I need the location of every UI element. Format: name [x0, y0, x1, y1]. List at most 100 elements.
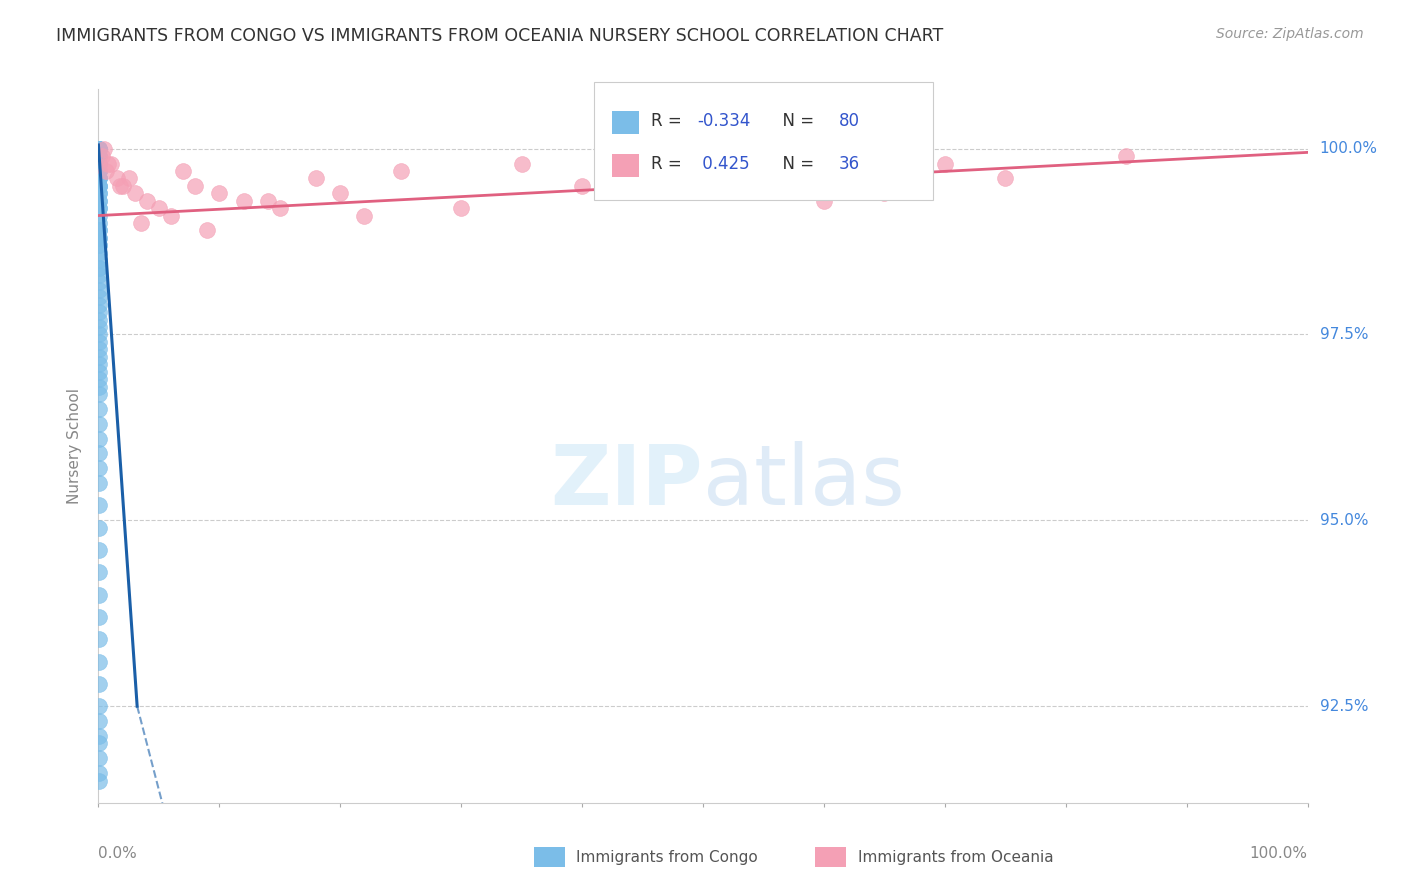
Text: 95.0%: 95.0%	[1320, 513, 1368, 528]
Point	[89, 142, 111, 156]
Point	[87, 543, 110, 558]
Point	[934, 156, 956, 170]
Point	[91, 149, 114, 163]
Point	[89, 476, 111, 491]
Point	[87, 446, 110, 460]
Point	[87, 729, 110, 743]
Point	[87, 142, 110, 156]
Point	[89, 610, 111, 624]
Point	[87, 194, 110, 208]
Point	[118, 171, 141, 186]
Point	[87, 260, 110, 275]
Text: 0.0%: 0.0%	[98, 846, 138, 861]
Point	[87, 320, 110, 334]
Point	[87, 334, 110, 349]
Point	[89, 499, 111, 513]
Point	[87, 298, 110, 312]
Point	[87, 142, 110, 156]
Bar	[612, 154, 638, 177]
Point	[160, 209, 183, 223]
Point	[108, 178, 131, 193]
Point	[87, 632, 110, 647]
Point	[105, 171, 128, 186]
Point	[89, 379, 111, 393]
Text: Source: ZipAtlas.com: Source: ZipAtlas.com	[1216, 27, 1364, 41]
Point	[89, 343, 111, 357]
Point	[89, 149, 111, 163]
Point	[510, 156, 533, 170]
Point	[87, 260, 110, 275]
Point	[100, 156, 122, 170]
Point	[87, 178, 110, 193]
Point	[692, 171, 714, 186]
Text: 100.0%: 100.0%	[1320, 141, 1378, 156]
Point	[87, 149, 110, 163]
Point	[87, 223, 110, 237]
Text: 92.5%: 92.5%	[1320, 698, 1368, 714]
Point	[89, 305, 111, 319]
Point	[89, 699, 111, 714]
Point	[89, 231, 111, 245]
Text: 80: 80	[838, 112, 859, 130]
Point	[87, 290, 110, 304]
Point	[1115, 149, 1137, 163]
Point	[232, 194, 254, 208]
Text: Immigrants from Congo: Immigrants from Congo	[576, 850, 758, 864]
Point	[87, 521, 110, 535]
Point	[148, 201, 170, 215]
Point	[87, 164, 110, 178]
Point	[873, 186, 896, 201]
FancyBboxPatch shape	[595, 82, 932, 200]
Text: R =: R =	[651, 155, 688, 173]
Point	[172, 164, 194, 178]
Point	[571, 178, 593, 193]
Point	[89, 751, 111, 765]
Point	[89, 283, 111, 297]
Point	[89, 238, 111, 252]
Point	[87, 401, 110, 416]
Point	[87, 245, 110, 260]
Point	[631, 178, 654, 193]
Point	[87, 142, 110, 156]
Point	[87, 588, 110, 602]
Point	[87, 216, 110, 230]
Text: R =: R =	[651, 112, 688, 130]
Bar	[815, 847, 846, 867]
Y-axis label: Nursery School: Nursery School	[67, 388, 83, 504]
Point	[353, 209, 375, 223]
Point	[389, 164, 412, 178]
Text: ZIP: ZIP	[551, 442, 703, 522]
Point	[87, 268, 110, 282]
Point	[87, 178, 110, 193]
Point	[89, 171, 111, 186]
Point	[305, 171, 328, 186]
Point	[269, 201, 291, 215]
Point	[87, 209, 110, 223]
Point	[89, 171, 111, 186]
Point	[89, 327, 111, 342]
Point	[111, 178, 134, 193]
Point	[124, 186, 146, 201]
Point	[87, 231, 110, 245]
Point	[87, 714, 110, 728]
Point	[89, 149, 111, 163]
Point	[87, 178, 110, 193]
Point	[813, 194, 835, 208]
Point	[450, 201, 472, 215]
Point	[89, 357, 111, 371]
Point	[89, 156, 111, 170]
Point	[87, 156, 110, 170]
Point	[89, 194, 111, 208]
Point	[87, 372, 110, 386]
Point	[752, 164, 775, 178]
Point	[129, 216, 152, 230]
Point	[89, 164, 111, 178]
Point	[87, 365, 110, 379]
Point	[87, 461, 110, 475]
Text: N =: N =	[772, 155, 820, 173]
Point	[195, 223, 218, 237]
Point	[87, 350, 110, 364]
Point	[135, 194, 157, 208]
Point	[87, 171, 110, 186]
Point	[87, 417, 110, 431]
